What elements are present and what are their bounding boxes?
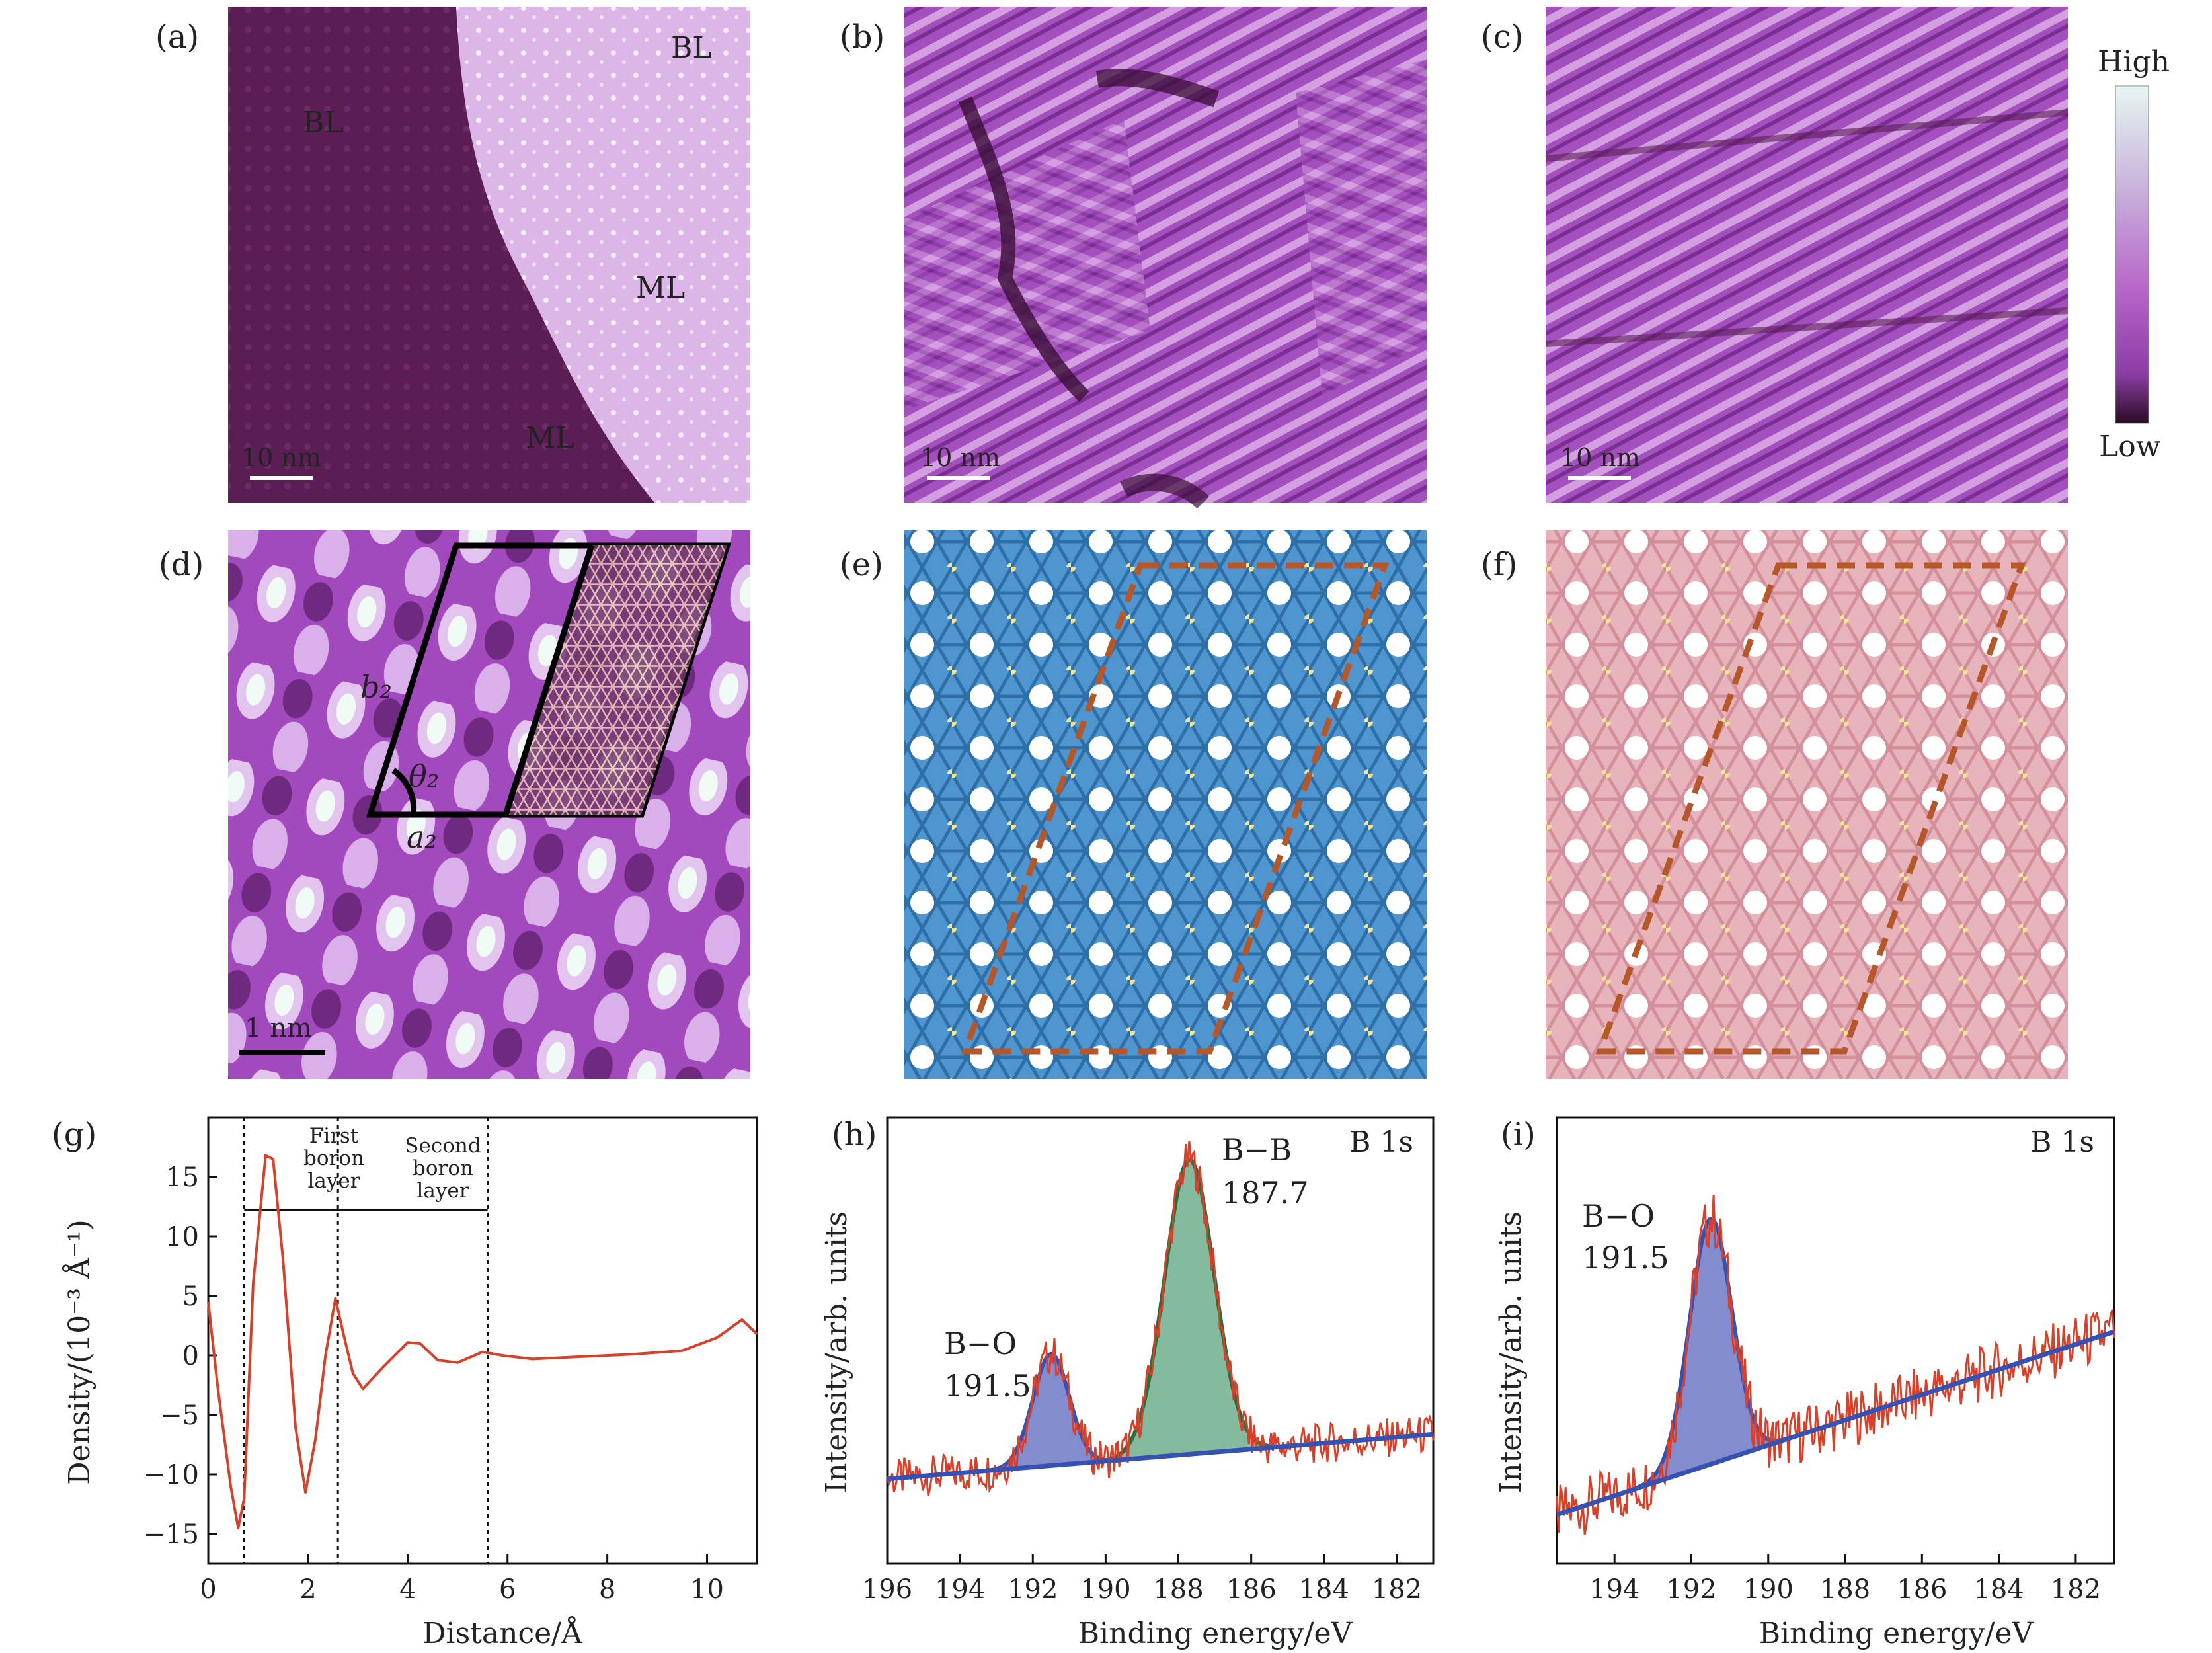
panel-c-label: (c) [1481,19,1523,56]
supercell-dashed-f [1595,562,2026,1055]
g-ytick-label: −15 [143,1519,199,1550]
plot-i-xtick-label: 190 [1743,1574,1794,1605]
plot-h-xtick-label: 194 [935,1574,985,1605]
structure-model-f [1546,530,2068,1079]
g-ytick-label: −10 [143,1460,199,1490]
plot-i-xtick-label: 192 [1666,1574,1716,1605]
plot-i-xtick-label: 188 [1820,1574,1870,1605]
panel-g-label: (g) [52,1116,97,1153]
g-ytick-label: −5 [160,1400,199,1431]
plot-h-xtick-label: 182 [1372,1574,1422,1605]
panel-h-label: (h) [832,1116,877,1153]
h-xlabel: Binding energy/eV [1078,1617,1353,1650]
g-xtick-label: 10 [690,1574,724,1605]
structure-model-e [904,530,1427,1079]
theta-arc [391,768,417,815]
scalebar-d [239,1050,325,1055]
scalebar-a [250,476,313,480]
i-peak-bo-value: 191.5 [1582,1240,1669,1275]
plot-h-xtick-label: 188 [1153,1574,1203,1605]
scalebar-b-label: 10 nm [920,443,1000,472]
g-xtick-label: 2 [299,1574,316,1605]
stm-image-a [228,7,750,503]
plot-i-frame [1556,1116,2115,1565]
plot-h-frame [886,1116,1435,1565]
plot-i-xtick-label: 182 [2051,1574,2101,1605]
g-xtick-label: 8 [599,1574,615,1605]
g-xlabel: Distance/Å [422,1615,583,1650]
panel-e-label: (e) [840,546,883,583]
g-ylabel: Density/(10⁻³ Å⁻¹) [61,1219,97,1484]
h-peak-bb-name: B−B [1222,1132,1292,1168]
stm-image-b [904,7,1427,509]
tag-bl-right: BL [671,31,712,65]
i-title: B 1s [2030,1125,2094,1159]
plot-h-xtick-label: 190 [1080,1574,1130,1605]
panel-d-label: (d) [159,546,204,583]
g-ytick-label: 15 [165,1162,199,1193]
plot-i: 194 192 190 188 186 184 182 [1556,1116,2115,1605]
h-title: B 1s [1349,1125,1413,1159]
i-ylabel: Intensity/arb. units [1494,1211,1528,1493]
plot-h-xtick-label: 184 [1299,1574,1349,1605]
g-xtick-label: 0 [200,1574,216,1605]
stm-image-c [1545,7,2069,503]
plot-i-xtick-label: 194 [1589,1574,1639,1605]
first-layer-label-2: boron [303,1147,364,1170]
tag-ml-right: ML [636,271,685,305]
second-layer-label-1: Second [405,1134,481,1158]
unit-cell-lattice-inset [506,545,727,815]
supercell-dashed-e [961,562,1390,1055]
scalebar-c [1568,476,1631,480]
plot-i-raw-spectrum [1556,1195,2115,1535]
cell-label-theta: θ₂ [409,758,439,794]
panel-b-label: (b) [840,19,885,56]
first-layer-label-3: layer [307,1169,360,1193]
scalebar-d-label: 1 nm [245,1013,312,1043]
colorbar-high-label: High [2098,45,2170,79]
g-xtick-label: 4 [399,1574,416,1605]
i-peak-bo-name: B−O [1582,1198,1655,1234]
plot-h-background-line [887,1431,1434,1482]
plot-h-xtick-label: 192 [1007,1574,1058,1605]
h-peak-bo-name: B−O [944,1326,1017,1361]
panel-a-label: (a) [155,19,199,56]
h-peak-bb-value: 187.7 [1222,1175,1309,1211]
g-ytick-label: 5 [182,1281,199,1312]
panel-i-label: (i) [1501,1116,1536,1153]
h-ylabel: Intensity/arb. units [820,1211,853,1493]
first-layer-label-1: First [309,1124,359,1148]
colorbar-low-label: Low [2099,430,2161,464]
plot-h-xtick-label: 196 [862,1574,912,1605]
second-layer-label-3: layer [416,1179,469,1203]
plot-i-xtick-label: 186 [1897,1574,1947,1605]
scalebar-b [927,476,990,480]
tag-bl-left: BL [303,106,344,140]
cell-label-a: a₂ [407,819,437,855]
h-peak-bo-value: 191.5 [944,1368,1031,1404]
tag-ml-left: ML [526,421,574,455]
unit-cell-divider [502,544,595,816]
g-ytick-label: 10 [165,1222,199,1252]
g-plot-frame [207,1116,758,1565]
plot-i-xtick-label: 184 [1973,1574,2024,1605]
g-density-curve [207,1154,758,1529]
g-xtick-label: 6 [499,1574,516,1605]
cell-label-b: b₂ [360,669,392,705]
scalebar-c-label: 10 nm [1560,443,1640,472]
g-ytick-label: 0 [182,1341,199,1371]
colorbar [2115,85,2149,424]
scalebar-a-label: 10 nm [241,443,321,472]
plot-g: 0 2 4 6 8 10 15 10 5 0 −5 −10 −15 [143,1116,758,1605]
second-layer-label-2: boron [413,1156,473,1180]
plot-h-xtick-label: 186 [1226,1574,1276,1605]
plot-i-background-line [1556,1329,2115,1517]
i-xlabel: Binding energy/eV [1759,1617,2034,1650]
panel-f-label: (f) [1481,546,1517,583]
plot-h: 196 194 192 190 188 186 184 182 [862,1116,1435,1605]
